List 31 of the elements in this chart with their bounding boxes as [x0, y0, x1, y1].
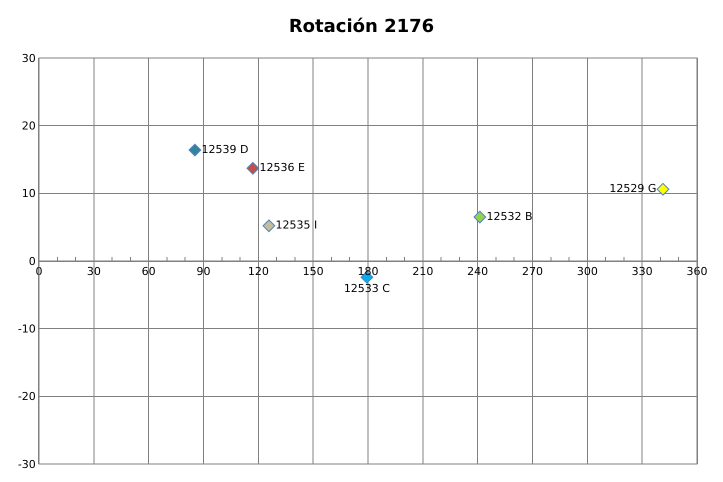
series-label: 12529 G [609, 182, 656, 196]
y-tick-label: 30 [22, 52, 36, 65]
point [188, 144, 202, 156]
y-tick-label: 10 [22, 187, 36, 200]
point [246, 162, 260, 175]
y-tick-label: 0 [28, 254, 36, 268]
series-label: 12532 B [486, 210, 533, 223]
chart-title: Rotación 2176 [288, 16, 434, 37]
x-tick-label: 150 [302, 265, 324, 278]
x-tick-label: 180 [358, 265, 378, 278]
series-label: 12533 C [344, 282, 390, 296]
x-tick-label: 270 [522, 265, 543, 278]
y-tick-label: -10 [18, 322, 36, 336]
point [474, 210, 486, 224]
y-tick-label: -30 [18, 458, 36, 471]
series-label: 12535 I [276, 218, 318, 232]
point [656, 182, 670, 196]
x-tick-label: 210 [412, 265, 434, 278]
x-tick-label: 120 [248, 265, 269, 278]
series-label: 12539 D [202, 142, 249, 156]
x-tick-label: 360 [686, 265, 708, 278]
x-tick-label: 240 [467, 265, 488, 278]
series-label: 12536 E [259, 161, 305, 174]
y-tick-label: 20 [22, 120, 36, 133]
x-tick-label: 330 [632, 265, 653, 278]
x-tick-label: 300 [576, 265, 598, 278]
y-tick-label: -20 [18, 390, 36, 404]
x-tick-label: 30 [86, 265, 101, 278]
point [262, 219, 276, 232]
x-tick-label: 90 [196, 265, 210, 278]
x-tick-label: 60 [142, 265, 156, 278]
